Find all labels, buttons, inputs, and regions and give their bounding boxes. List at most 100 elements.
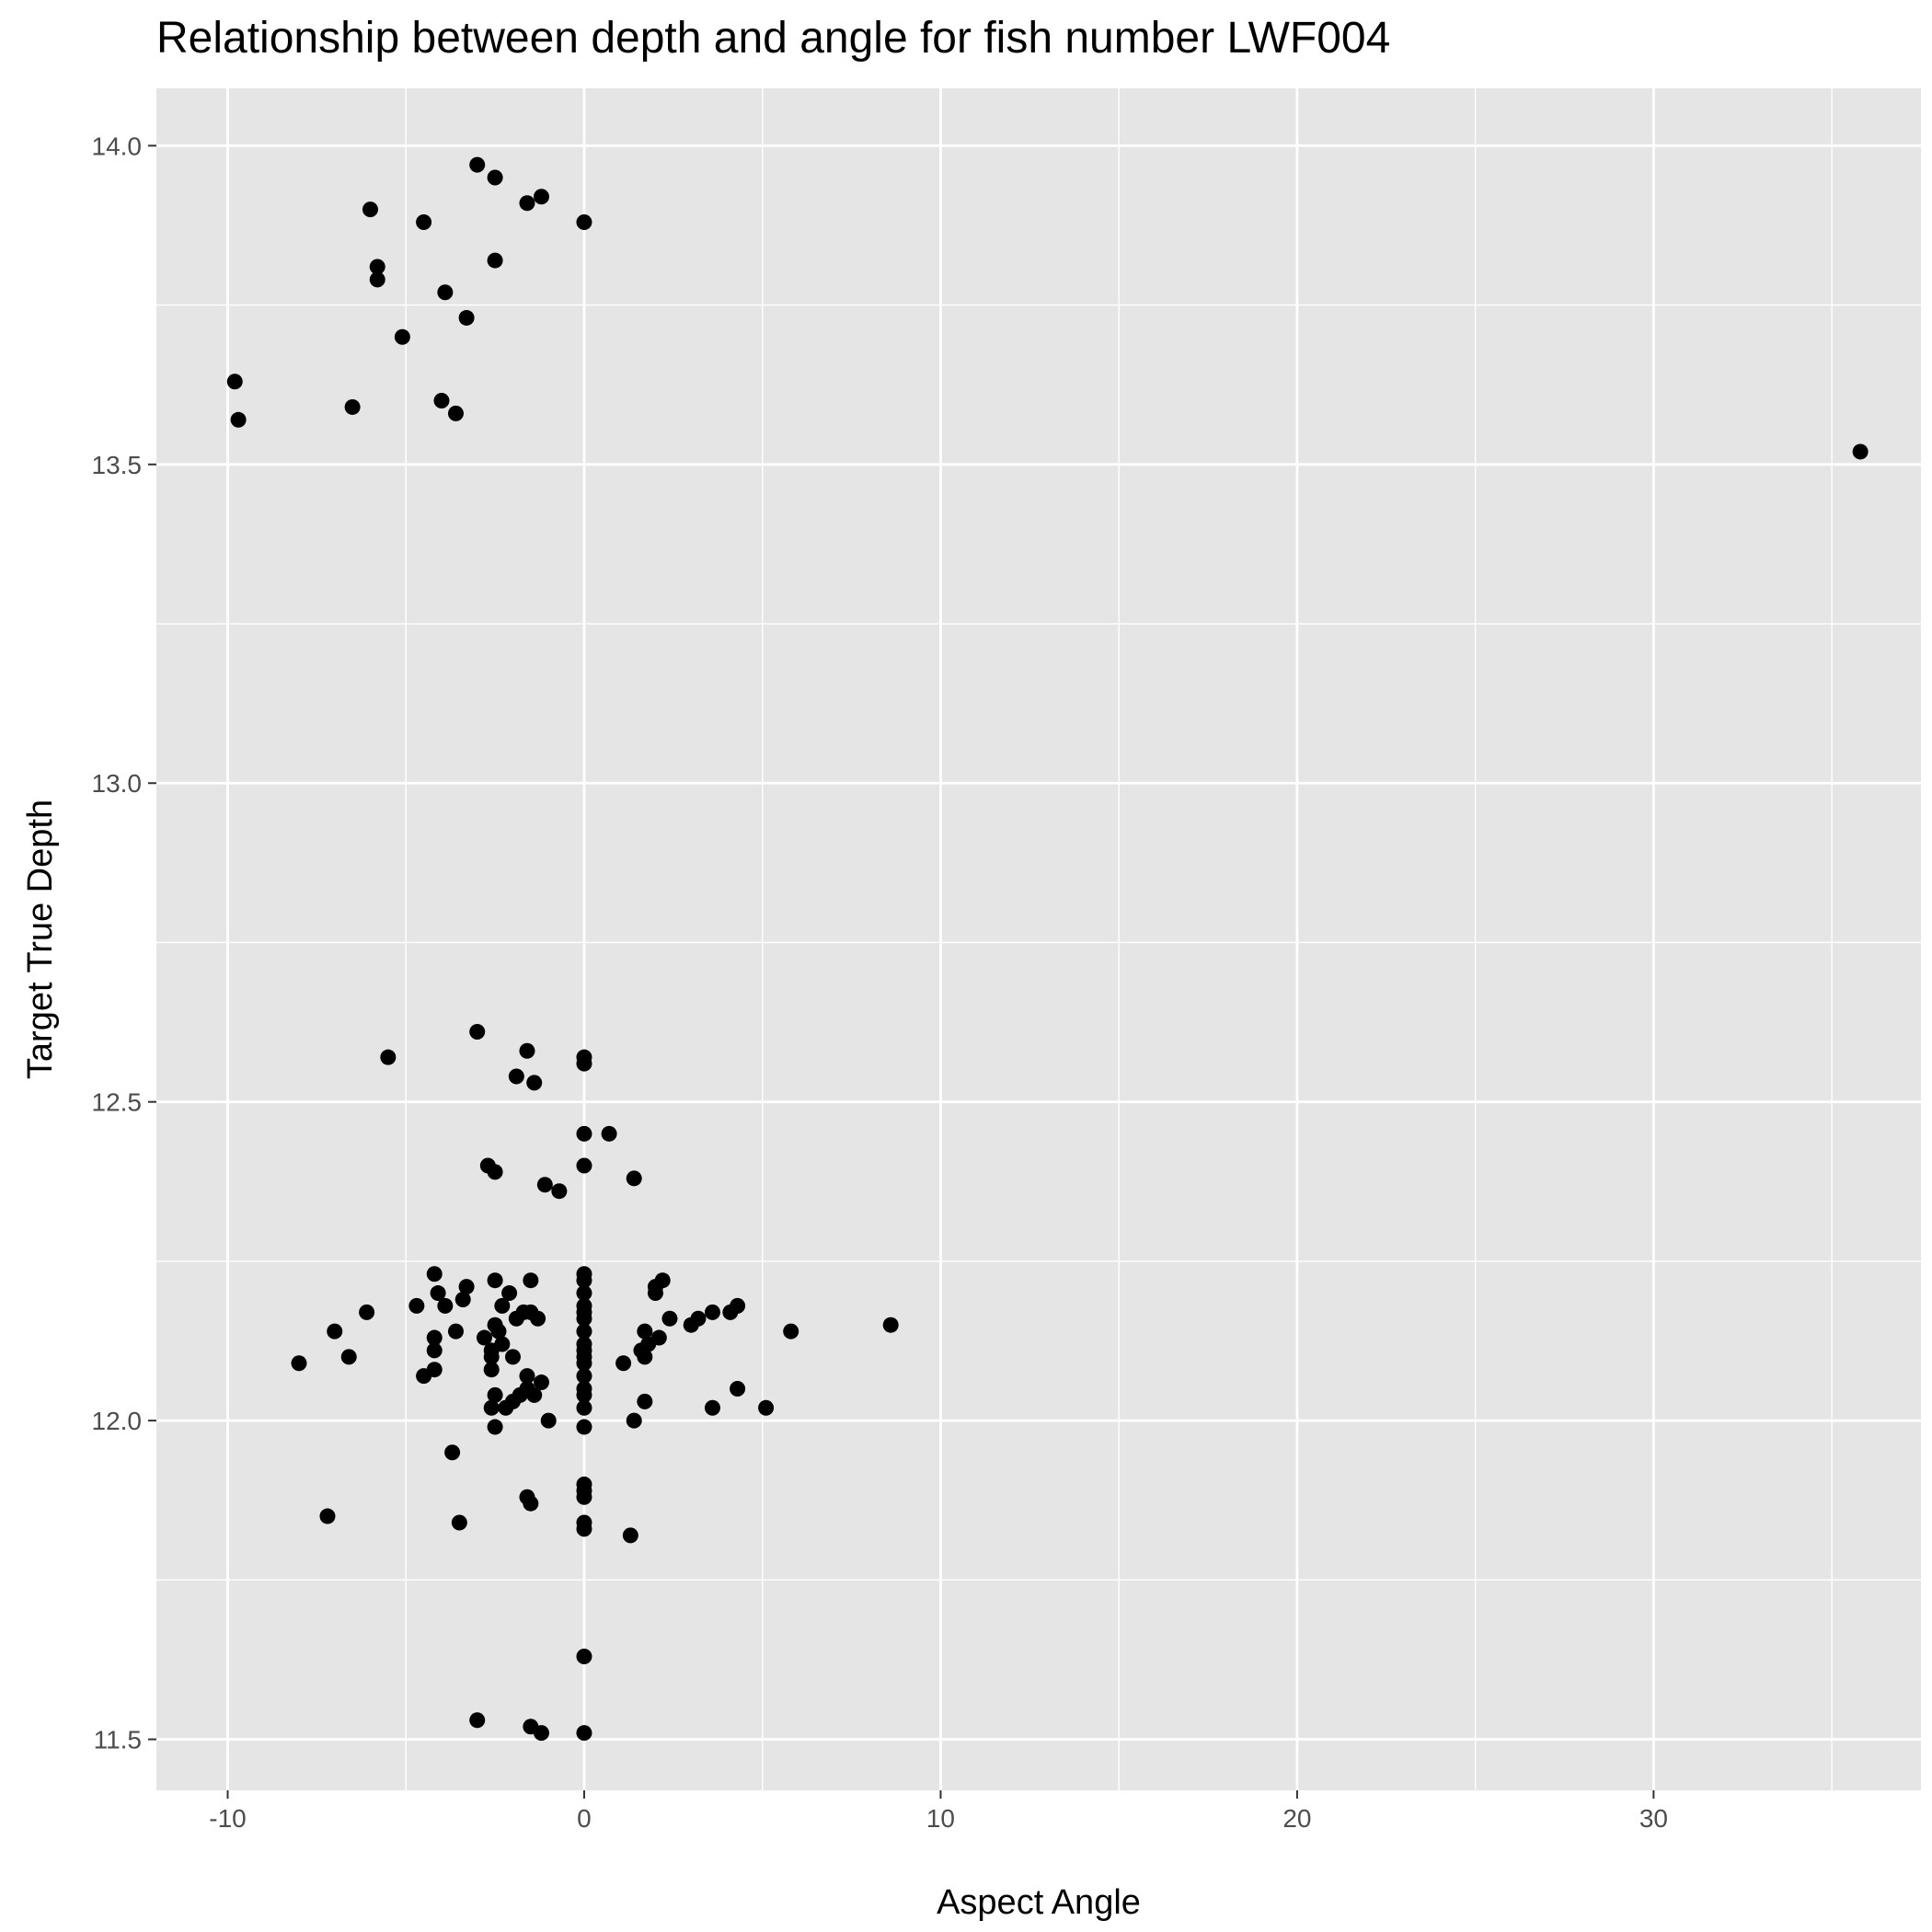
x-axis-title: Aspect Angle [937,1883,1141,1922]
data-point [487,169,503,186]
data-point [469,1023,486,1040]
data-point [469,156,486,173]
data-point [487,1164,503,1180]
data-point [476,1329,492,1346]
data-point [437,284,454,301]
data-point [576,1310,592,1327]
data-point [454,1291,471,1307]
data-point [576,1368,592,1385]
data-point [426,1329,443,1346]
y-tick-label: 12.0 [92,1407,143,1435]
data-point [523,1272,539,1289]
data-point [344,398,361,415]
data-point [416,214,432,231]
data-point [230,411,247,428]
y-tick-label: 11.5 [94,1726,142,1754]
data-point [626,1170,642,1187]
data-point [615,1355,632,1372]
data-point [508,1310,524,1327]
data-point [369,271,385,288]
data-point [576,1521,592,1537]
plot-panel [156,88,1921,1790]
data-point [526,1075,543,1091]
data-point [576,1725,592,1742]
data-point [551,1183,568,1200]
data-point [359,1304,375,1320]
data-point [340,1349,357,1365]
data-point [601,1125,617,1142]
data-point [483,1349,500,1365]
data-point [576,1272,592,1289]
data-point [704,1399,720,1416]
data-point [576,1323,592,1340]
x-tick-label: -10 [209,1804,246,1833]
data-point [519,1368,535,1385]
x-tick-label: 0 [577,1804,592,1833]
data-point [622,1527,638,1544]
y-tick-label: 14.0 [92,132,143,160]
data-point [722,1304,739,1320]
major-gridlines [156,88,1921,1790]
data-point [576,1399,592,1416]
data-point [498,1399,514,1416]
data-point [451,1514,467,1531]
chart-title: Relationship between depth and angle for… [156,14,1391,63]
data-point [576,1355,592,1372]
data-point [576,1157,592,1174]
data-point [408,1297,425,1314]
data-point [647,1285,663,1302]
data-point [494,1297,511,1314]
data-point [536,1177,553,1193]
data-point [483,1362,500,1378]
data-point [508,1068,524,1085]
data-point [327,1323,343,1340]
data-point [487,1272,503,1289]
data-point [576,1419,592,1435]
y-tick-label: 13.5 [92,451,143,479]
data-point [426,1266,443,1282]
data-point [519,195,535,212]
data-point [576,1285,592,1302]
data-points [226,156,1869,1742]
data-point [394,328,410,345]
x-axis: -10 0 10 20 30 [209,1790,1668,1833]
data-point [704,1304,720,1320]
data-point [683,1317,699,1333]
data-point [487,1386,503,1403]
data-point [576,214,592,231]
data-point [490,1323,507,1340]
data-point [758,1399,775,1416]
data-point [487,252,503,269]
data-point [369,259,385,275]
data-point [426,1342,443,1359]
x-tick-label: 10 [926,1804,955,1833]
data-point [530,1310,546,1327]
data-point [519,1042,535,1059]
minor-gridlines [156,88,1921,1790]
data-point [882,1317,899,1333]
y-axis: 11.5 12.0 12.5 13.0 13.5 14.0 [92,132,156,1754]
data-point [501,1285,518,1302]
data-point [362,201,378,218]
data-point [319,1508,336,1524]
data-point [576,1125,592,1142]
data-point [576,1489,592,1505]
data-point [637,1393,653,1409]
data-point [483,1399,500,1416]
data-point [576,1055,592,1072]
data-point [637,1323,653,1340]
data-point [416,1368,432,1385]
data-point [783,1323,799,1340]
y-tick-label: 13.0 [92,769,143,798]
data-point [504,1349,521,1365]
data-point [380,1049,397,1065]
data-point [458,309,475,326]
data-point [447,1323,464,1340]
y-tick-label: 12.5 [92,1088,143,1117]
data-point [526,1386,543,1403]
data-point [444,1444,461,1461]
data-point [533,1374,549,1391]
data-point [291,1355,307,1372]
data-point [540,1412,557,1429]
data-point [430,1285,446,1302]
